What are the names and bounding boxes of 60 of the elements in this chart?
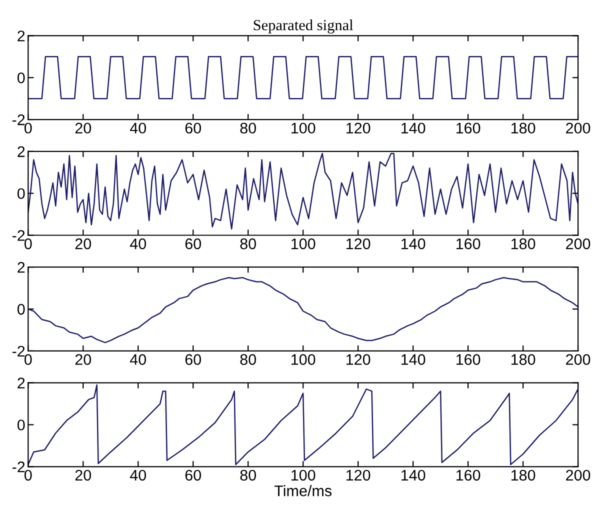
x-axis-title: Time/ms: [274, 485, 332, 496]
x-tick-label: 60: [185, 470, 202, 481]
x-tick-label: 120: [346, 354, 370, 365]
y-tick-label: 2: [18, 378, 25, 388]
line-series: [28, 276, 578, 344]
x-tick-label: 100: [292, 470, 316, 481]
x-tick-label: 120: [346, 470, 370, 481]
y-tick-label: 0: [17, 420, 25, 430]
y-tick-label: 0: [17, 304, 25, 315]
x-tick-label: 180: [511, 238, 536, 250]
x-tick-label: 200: [566, 238, 590, 250]
x-tick-label: 40: [130, 470, 146, 481]
x-tick-label: 200: [566, 122, 590, 134]
y-tick-label: 0: [17, 72, 25, 84]
x-tick-label: 160: [456, 354, 480, 365]
x-tick-label: 100: [292, 122, 316, 134]
x-tick-label: 40: [130, 354, 146, 365]
y-tick-label: -2: [12, 346, 25, 356]
x-tick-label: 80: [240, 354, 256, 365]
x-tick-label: 200: [566, 354, 590, 365]
y-tick-label: -2: [12, 230, 25, 241]
x-tick-label: 180: [511, 122, 536, 134]
x-tick-label: 0: [24, 470, 32, 481]
x-tick-label: 80: [240, 122, 256, 134]
x-tick-label: 160: [456, 122, 480, 134]
x-tick-label: 20: [75, 354, 92, 365]
x-tick-label: 160: [456, 238, 480, 250]
y-tick-label: 2: [18, 146, 25, 157]
x-tick-label: 140: [401, 238, 426, 250]
x-tick-label: 60: [185, 238, 202, 250]
x-tick-label: 60: [185, 354, 202, 365]
y-tick-label: 0: [17, 188, 25, 200]
x-tick-label: 20: [75, 238, 92, 250]
x-tick-label: 160: [456, 470, 480, 481]
x-tick-label: 20: [75, 470, 92, 481]
x-tick-label: 140: [401, 122, 426, 134]
x-tick-label: 0: [24, 122, 32, 134]
x-tick-label: 40: [130, 122, 146, 134]
x-tick-label: 0: [24, 238, 32, 250]
x-tick-label: 200: [566, 470, 590, 481]
y-tick-label: 2: [18, 30, 25, 42]
x-tick-label: 20: [75, 122, 92, 134]
x-tick-label: 120: [346, 122, 370, 134]
x-tick-label: 80: [240, 470, 256, 481]
x-tick-label: 180: [511, 354, 536, 365]
x-tick-label: 80: [240, 238, 256, 250]
x-tick-label: 140: [401, 354, 426, 365]
x-tick-label: 100: [292, 354, 316, 365]
line-series: [28, 384, 578, 466]
x-tick-label: 60: [185, 122, 202, 134]
chart-title: Separated signal: [254, 20, 354, 34]
x-tick-label: 40: [130, 238, 146, 250]
x-tick-label: 180: [511, 470, 536, 481]
y-tick-label: 2: [18, 262, 25, 273]
x-tick-label: 0: [24, 354, 32, 365]
y-tick-label: -2: [12, 462, 25, 472]
x-tick-label: 120: [346, 238, 370, 250]
x-tick-label: 140: [401, 470, 426, 481]
x-tick-label: 100: [292, 238, 316, 250]
y-tick-label: -2: [12, 114, 25, 126]
